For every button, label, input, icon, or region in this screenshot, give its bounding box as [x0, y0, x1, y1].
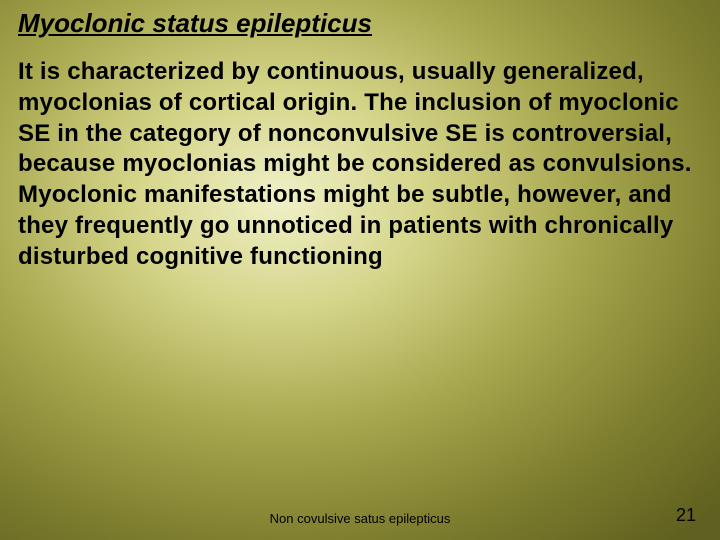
- slide-body-text: It is characterized by continuous, usual…: [18, 57, 702, 272]
- slide-footer: Non covulsive satus epilepticus: [0, 511, 720, 526]
- slide-title: Myoclonic status epilepticus: [18, 8, 702, 39]
- slide-container: Myoclonic status epilepticus It is chara…: [0, 0, 720, 540]
- page-number: 21: [676, 505, 696, 526]
